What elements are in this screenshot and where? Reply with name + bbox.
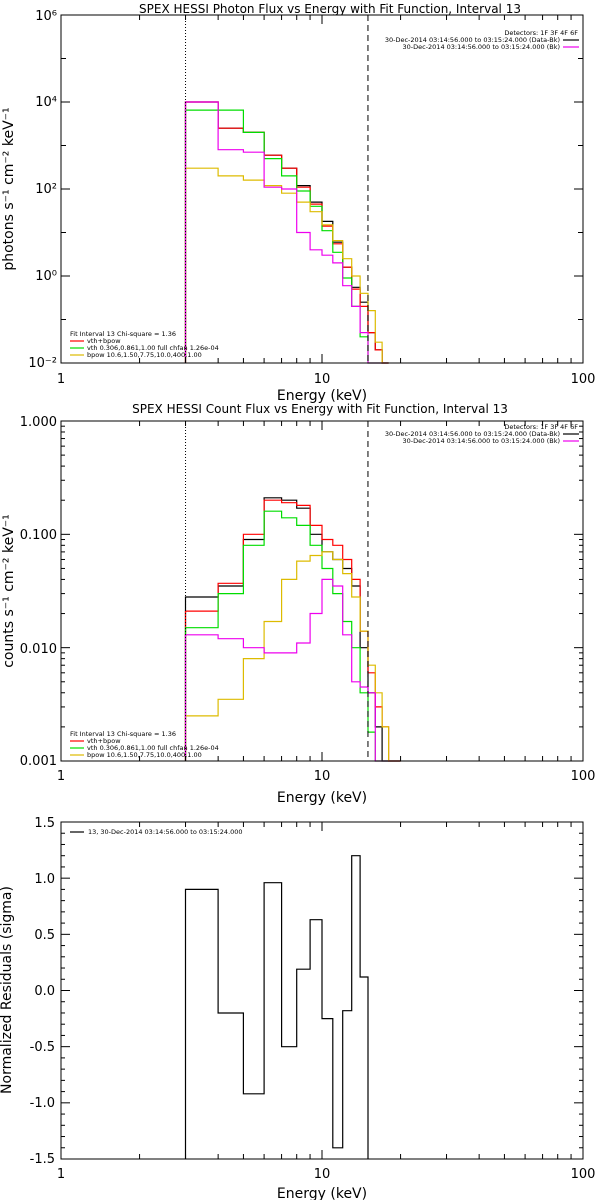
photon-background-trace (184, 101, 389, 364)
photon-y-ticks (61, 14, 583, 364)
residual-y-tick-label: -0.5 (30, 1040, 55, 1055)
count-x-tick-label: 10 (314, 769, 331, 784)
residual-legend: 13, 30-Dec-2014 03:14:56.000 to 03:15:24… (70, 828, 243, 836)
legend-entry-label: 30-Dec-2014 03:14:56.000 to 03:15:24.000… (385, 36, 560, 44)
photon-total-trace (184, 101, 389, 364)
photon-y-tick-label: 10⁴ (35, 95, 57, 110)
photon-y-tick-label: 10⁶ (35, 9, 57, 24)
residual-y-tick-label: -1.5 (30, 1152, 55, 1167)
photon-x-tick-label: 10 (314, 372, 331, 387)
residual-y-ticks (61, 821, 583, 1160)
legend-entry-label: vth 0.306,0.861,1.00 full chfan 1.26e-04 (87, 344, 219, 352)
count-x-ticks (60, 421, 584, 761)
count-y-tick-label: 0.010 (20, 642, 57, 657)
residual-x-axis-label: Energy (keV) (277, 1186, 367, 1200)
residual-trace (184, 855, 369, 1159)
photon-sum-trace (184, 101, 389, 364)
count-legend-bottom-left: Fit Interval 13 Chi-square = 1.36 vth+bp… (70, 730, 219, 759)
count-bpow-trace (184, 551, 401, 762)
legend-entry-label: bpow 10.6,1.50,7.75,10.0,400,1.00 (87, 351, 202, 359)
residual-x-tick-label: 10 (314, 1167, 331, 1182)
legend-entry-label: bpow 10.6,1.50,7.75,10.0,400,1.00 (87, 751, 202, 759)
residual-y-tick-label: 0.5 (34, 928, 55, 943)
count-y-axis-label: counts s⁻¹ cm⁻² keV⁻¹ (1, 514, 17, 668)
residual-x-tick-label: 1 (57, 1167, 65, 1182)
legend-entry-label: 30-Dec-2014 03:14:56.000 to 03:15:24.000… (403, 437, 561, 445)
count-vth-trace (184, 510, 401, 762)
legend-detectors: Detectors: 1F 3F 4F 6F (504, 29, 578, 37)
legend-entry-label: vth+bpow (87, 737, 121, 745)
count-traces (184, 497, 401, 762)
legend-entry-label: 30-Dec-2014 03:14:56.000 to 03:15:24.000… (403, 43, 561, 51)
photon-vth-trace (184, 109, 389, 364)
residual-y-tick-label: 1.0 (34, 872, 55, 887)
count-y-ticks (61, 420, 583, 762)
photon-flux-panel: SPEX HESSI Photon Flux vs Energy with Fi… (1, 2, 595, 404)
count-y-tick-label: 0.100 (20, 528, 57, 543)
count-legend-top-right: Detectors: 1F 3F 4F 6F 30-Dec-2014 03:14… (385, 423, 579, 445)
photon-y-tick-label: 10⁰ (35, 269, 57, 284)
legend-entry-label: 30-Dec-2014 03:14:56.000 to 03:15:24.000… (385, 430, 560, 438)
count-x-axis-label: Energy (keV) (277, 790, 367, 806)
residual-traces (184, 855, 369, 1159)
residual-y-tick-label: -1.0 (30, 1096, 55, 1111)
legend-entry-label: 13, 30-Dec-2014 03:14:56.000 to 03:15:24… (88, 828, 243, 836)
count-background-trace (184, 578, 401, 762)
residual-x-ticks (60, 822, 584, 1159)
photon-bpow-trace (184, 167, 389, 364)
photon-legend-top-right: Detectors: 1F 3F 4F 6F 30-Dec-2014 03:14… (385, 29, 579, 51)
photon-plot-frame (60, 14, 584, 364)
count-x-tick-label: 1 (57, 769, 65, 784)
photon-y-tick-label: 10⁻² (28, 356, 57, 371)
legend-fit-header: Fit Interval 13 Chi-square = 1.36 (70, 730, 176, 738)
photon-y-tick-label: 10² (35, 182, 57, 197)
legend-entry-label: vth 0.306,0.861,1.00 full chfan 1.26e-04 (87, 744, 219, 752)
residual-y-tick-label: 0.0 (34, 984, 55, 999)
count-flux-panel: SPEX HESSI Count Flux vs Energy with Fit… (1, 402, 595, 806)
photon-x-tick-label: 100 (571, 372, 596, 387)
residuals-panel: 1 10 100 -1.5 -1.0 -0.5 0.0 0.5 1.0 1.5 … (0, 816, 595, 1200)
residual-y-axis-label: Normalized Residuals (sigma) (0, 886, 15, 1094)
residual-y-tick-label: 1.5 (34, 816, 55, 831)
photon-traces (184, 101, 389, 364)
photon-legend-bottom-left: Fit Interval 13 Chi-square = 1.36 vth+bp… (70, 330, 219, 359)
count-x-tick-label: 100 (571, 769, 596, 784)
count-y-tick-label: 1.000 (20, 415, 57, 430)
photon-panel-title: SPEX HESSI Photon Flux vs Energy with Fi… (139, 2, 521, 16)
legend-entry-label: vth+bpow (87, 337, 121, 345)
residual-x-tick-label: 100 (571, 1167, 596, 1182)
photon-x-axis-label: Energy (keV) (277, 388, 367, 404)
legend-fit-header: Fit Interval 13 Chi-square = 1.36 (70, 330, 176, 338)
count-y-tick-label: 0.001 (20, 754, 57, 769)
count-sum-trace (184, 499, 401, 762)
photon-y-axis-label: photons s⁻¹ cm⁻² keV⁻¹ (1, 107, 17, 270)
photon-x-tick-label: 1 (57, 372, 65, 387)
photon-x-ticks (60, 15, 584, 363)
legend-detectors: Detectors: 1F 3F 4F 6F (504, 423, 578, 431)
count-panel-title: SPEX HESSI Count Flux vs Energy with Fit… (132, 402, 508, 416)
